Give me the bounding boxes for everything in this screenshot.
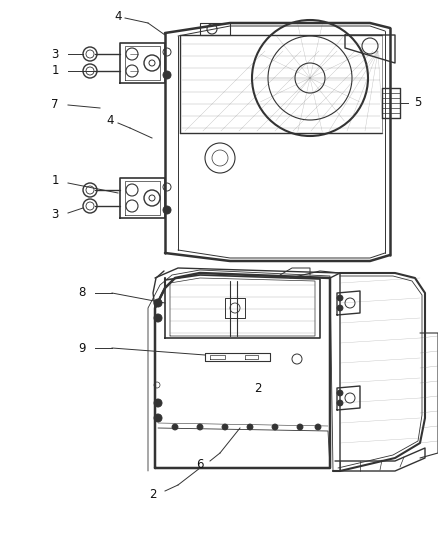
Text: 1: 1 [51, 174, 59, 188]
Text: 3: 3 [51, 47, 59, 61]
Circle shape [315, 424, 321, 430]
Circle shape [297, 424, 303, 430]
Text: 2: 2 [149, 489, 157, 502]
Text: 9: 9 [78, 342, 86, 354]
Text: 7: 7 [51, 99, 59, 111]
Circle shape [197, 424, 203, 430]
Circle shape [163, 71, 171, 79]
Circle shape [272, 424, 278, 430]
Circle shape [172, 424, 178, 430]
Text: 4: 4 [106, 114, 114, 126]
Circle shape [337, 305, 343, 311]
Circle shape [337, 295, 343, 301]
Circle shape [337, 390, 343, 396]
Text: 3: 3 [51, 208, 59, 222]
Text: 5: 5 [414, 96, 422, 109]
Circle shape [154, 414, 162, 422]
Circle shape [163, 206, 171, 214]
Circle shape [154, 399, 162, 407]
Circle shape [154, 314, 162, 322]
Text: 6: 6 [196, 458, 204, 472]
Circle shape [247, 424, 253, 430]
Circle shape [337, 400, 343, 406]
Circle shape [154, 299, 162, 307]
Text: 8: 8 [78, 287, 86, 300]
Text: 1: 1 [51, 64, 59, 77]
Text: 4: 4 [114, 11, 122, 23]
Text: 2: 2 [254, 382, 262, 394]
Circle shape [222, 424, 228, 430]
